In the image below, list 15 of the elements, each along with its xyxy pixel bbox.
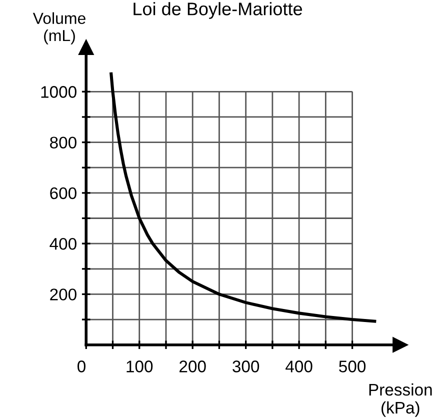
x-tick-label: 400 bbox=[286, 360, 312, 372]
y-tick-label: 800 bbox=[50, 136, 76, 148]
y-tick-label: 600 bbox=[50, 187, 76, 200]
x-axis-title: Pression (kPa) bbox=[369, 383, 432, 417]
x-tick-label: 500 bbox=[339, 360, 366, 372]
y-tick-label: 400 bbox=[50, 238, 76, 250]
line-series bbox=[110, 72, 376, 323]
y-tick-label: 1000 bbox=[41, 86, 76, 98]
y-axis-title: Volume (mL) bbox=[32, 12, 86, 44]
chart-title: Loi de Boyle-Mariotte bbox=[134, 2, 302, 19]
y-tick-label: 200 bbox=[50, 288, 76, 300]
x-tick-label: 200 bbox=[180, 360, 206, 372]
x-tick-label: 0 bbox=[78, 360, 86, 372]
x-tick-label: 300 bbox=[232, 360, 260, 372]
x-tick-label: 100 bbox=[126, 360, 153, 372]
